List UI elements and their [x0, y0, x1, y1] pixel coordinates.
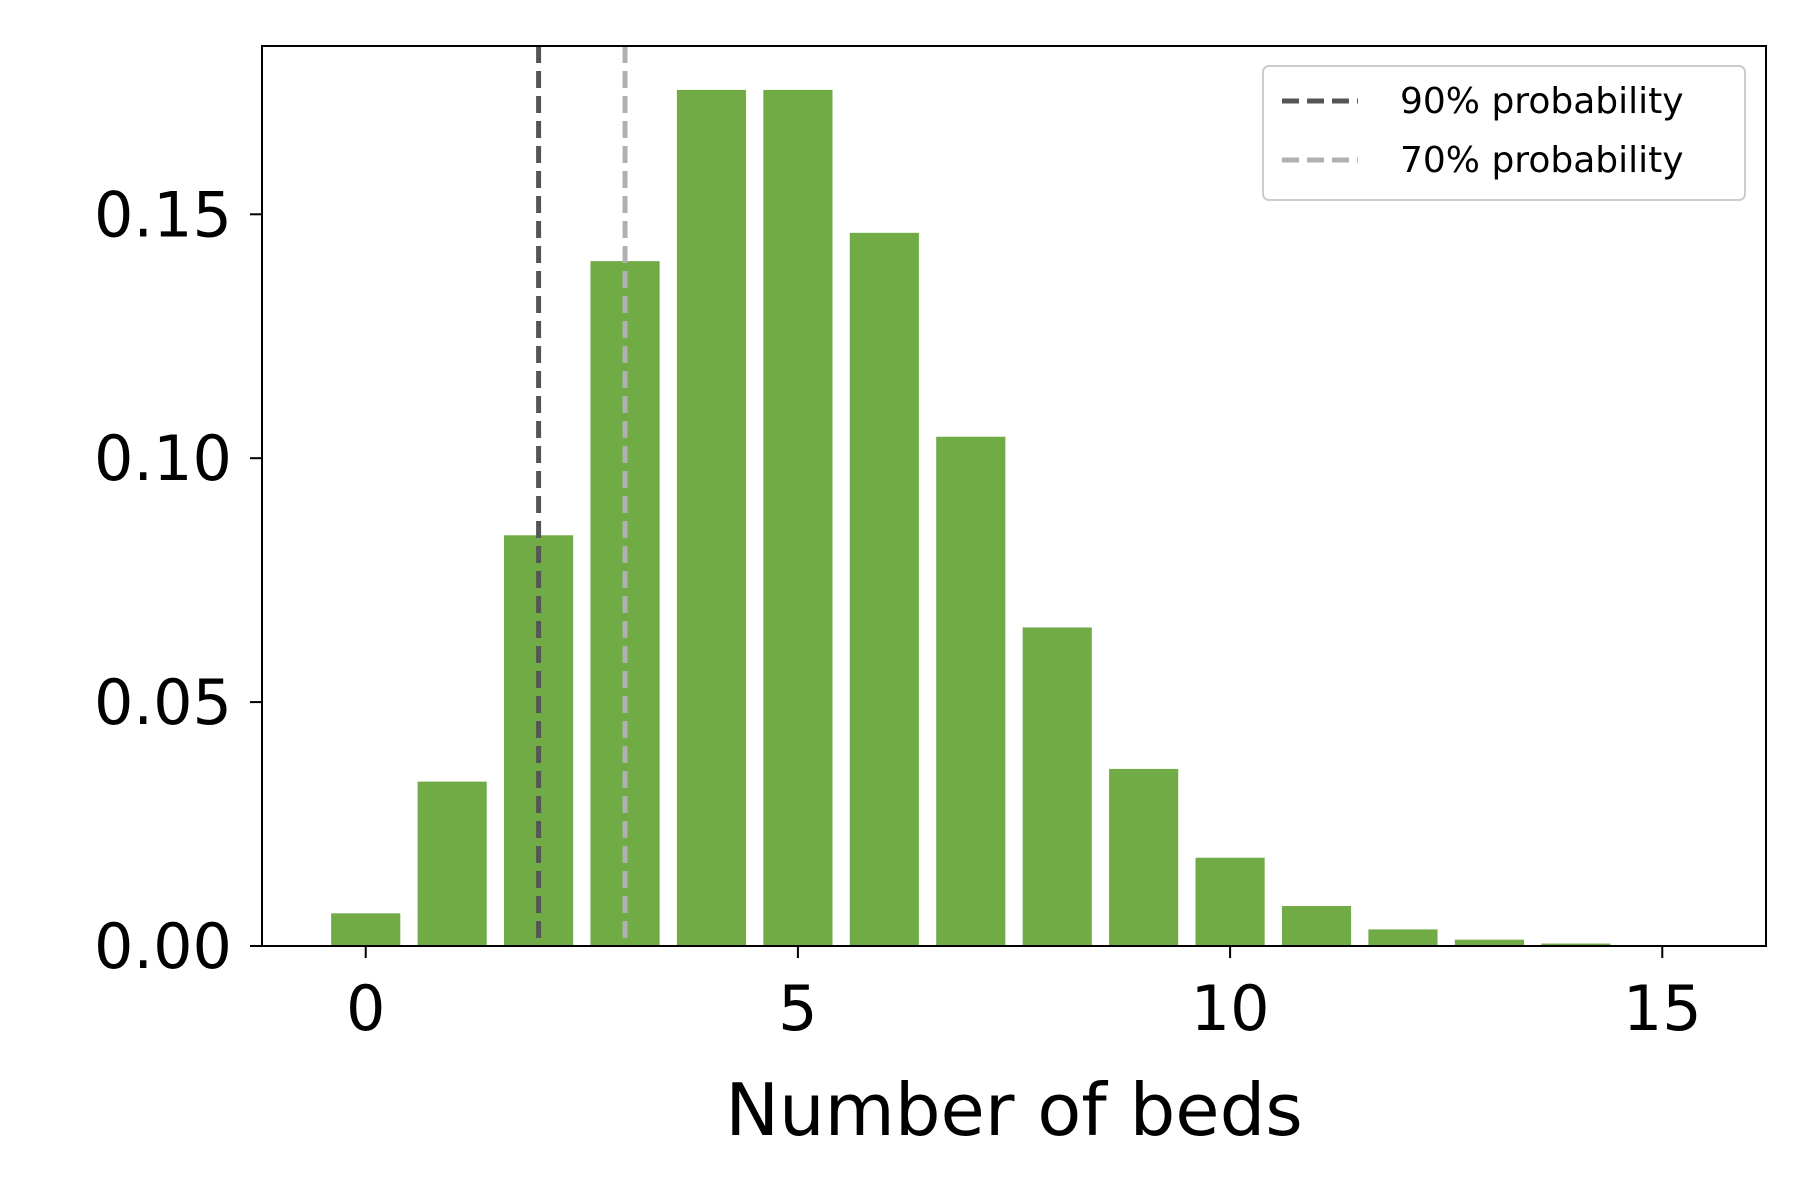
bar-1	[418, 782, 487, 946]
x-axis-title: Number of beds	[725, 1068, 1303, 1152]
y-axis-ticks: 0.00 0.05 0.10 0.15	[94, 178, 262, 983]
bar-4	[677, 90, 746, 946]
y-tick-label: 0.15	[94, 178, 232, 251]
x-tick-label: 5	[778, 972, 817, 1045]
bar-7	[936, 437, 1005, 946]
bar-5	[763, 90, 832, 946]
bar-6	[850, 233, 919, 946]
bar-9	[1109, 769, 1178, 946]
bar-12	[1368, 929, 1437, 946]
x-tick-label: 15	[1623, 972, 1702, 1045]
bar-8	[1023, 627, 1092, 946]
y-tick-label: 0.00	[94, 910, 232, 983]
x-tick-label: 0	[346, 972, 385, 1045]
legend-label-70-percent: 70% probability	[1400, 140, 1684, 181]
y-tick-label: 0.10	[94, 422, 232, 495]
x-axis-ticks: 0 5 10 15	[346, 946, 1702, 1045]
legend-label-90-percent: 90% probability	[1400, 81, 1684, 122]
legend: 90% probability 70% probability	[1263, 66, 1745, 200]
bar-11	[1282, 906, 1351, 946]
y-tick-label: 0.05	[94, 666, 232, 739]
x-tick-label: 10	[1191, 972, 1270, 1045]
bar-10	[1196, 858, 1265, 946]
bar-0	[331, 913, 400, 946]
